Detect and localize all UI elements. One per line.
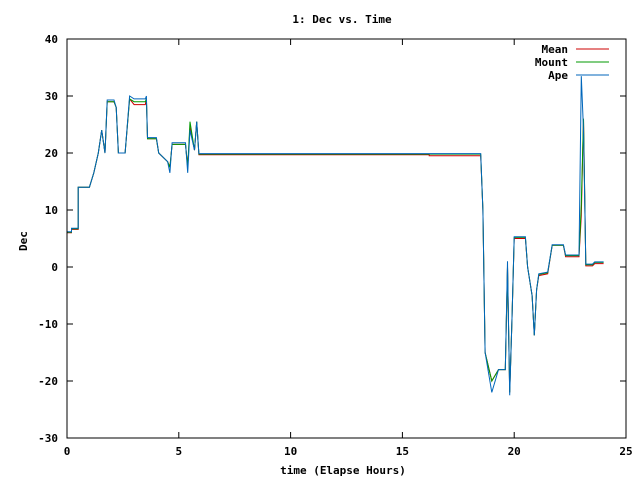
series-line-ape <box>67 76 604 396</box>
x-tick-label: 15 <box>396 445 409 458</box>
legend-label-ape: Ape <box>548 69 568 82</box>
series-layer <box>67 76 604 396</box>
series-line-mount <box>67 98 604 393</box>
legend-label-mount: Mount <box>535 56 568 69</box>
y-tick-label: -20 <box>38 375 58 388</box>
y-tick-label: 30 <box>45 90 58 103</box>
x-tick-label: 0 <box>64 445 71 458</box>
y-tick-label: -10 <box>38 318 58 331</box>
plot-frame <box>66 38 627 439</box>
y-axis-label: Dec <box>17 231 30 251</box>
series-line-mean <box>67 97 604 393</box>
x-tick-label: 20 <box>508 445 521 458</box>
y-tick-label: 20 <box>45 147 58 160</box>
y-tick-label: 0 <box>51 261 58 274</box>
axes-layer: 0 5 10 15 20 25 -30 -20 -10 0 10 20 30 40 <box>38 33 633 458</box>
y-tick-label: -30 <box>38 432 58 445</box>
legend-label-mean: Mean <box>542 43 569 56</box>
x-tick-label: 5 <box>175 445 182 458</box>
y-tick-label: 40 <box>45 33 58 46</box>
x-tick-label: 10 <box>284 445 297 458</box>
x-axis-label: time (Elapse Hours) <box>280 464 406 477</box>
chart-title: 1: Dec vs. Time <box>292 13 392 26</box>
y-tick-label: 10 <box>45 204 58 217</box>
x-tick-label: 25 <box>619 445 632 458</box>
